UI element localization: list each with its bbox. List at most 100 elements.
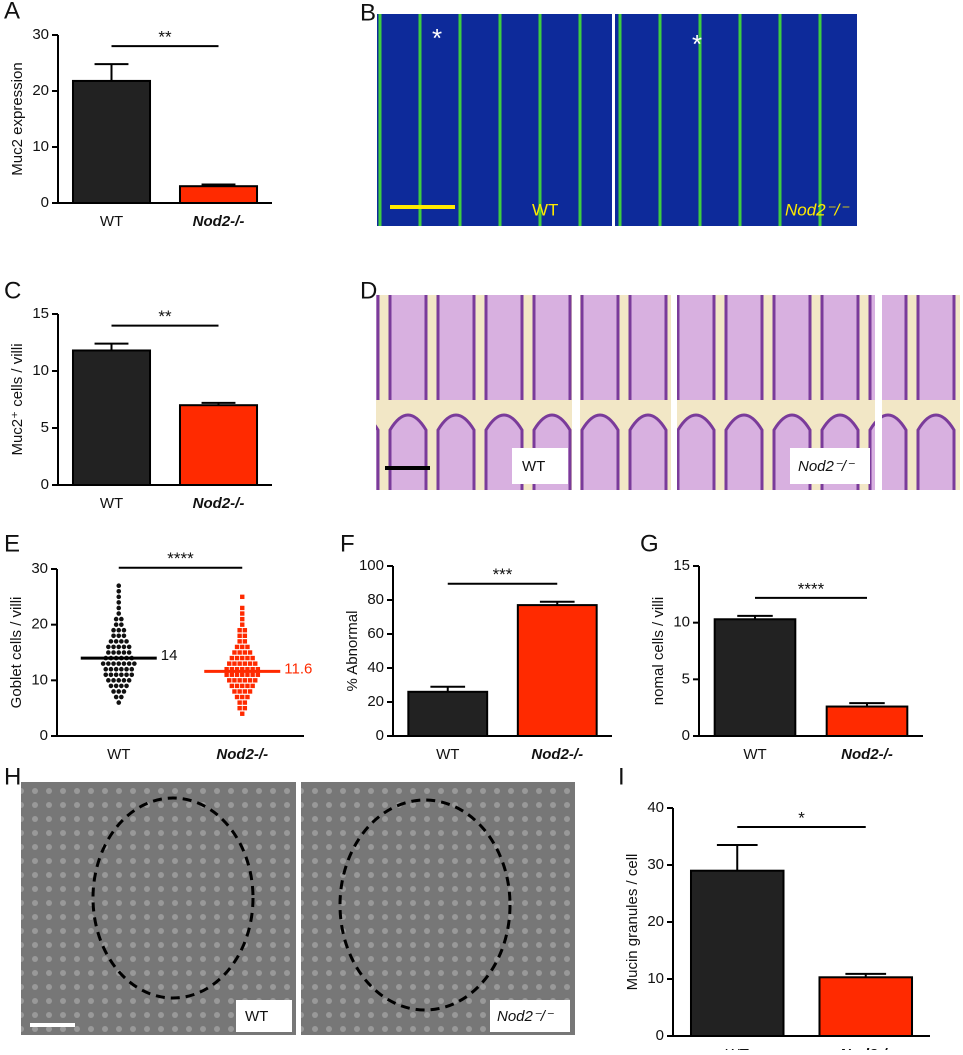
dot	[113, 622, 119, 627]
dot	[247, 661, 253, 666]
dot	[113, 683, 119, 689]
y-tick-label: 30	[647, 856, 664, 873]
mean-label: 11.6	[284, 660, 312, 677]
image-label: Nod2⁻/⁻	[785, 200, 850, 219]
dot	[116, 633, 122, 639]
dot	[116, 588, 122, 594]
dot	[240, 667, 245, 672]
y-tick-label: 0	[40, 727, 48, 744]
panel-label: F	[340, 530, 355, 557]
y-tick-label: 30	[31, 560, 48, 577]
dot	[237, 705, 242, 711]
dot	[245, 683, 250, 689]
x-tick-label: WT	[436, 746, 459, 763]
image-label: Nod2⁻/⁻	[798, 458, 855, 475]
y-axis-label: Muc2 expression	[9, 62, 26, 175]
dot	[108, 639, 114, 644]
panel-label: A	[4, 0, 20, 24]
dot	[240, 711, 245, 716]
marker: *	[692, 29, 702, 59]
dot	[111, 627, 116, 633]
y-tick-label: 40	[647, 799, 664, 816]
dot	[247, 689, 253, 694]
dot	[227, 661, 232, 666]
dot	[108, 683, 114, 689]
micrograph	[615, 14, 857, 226]
mean-label: 14	[161, 647, 178, 664]
dot	[224, 667, 229, 672]
dot	[232, 661, 237, 666]
y-tick-label: 10	[647, 970, 664, 987]
dot	[124, 639, 129, 644]
dot	[234, 644, 240, 650]
dot	[245, 672, 250, 677]
dot	[240, 644, 245, 650]
dot	[106, 650, 111, 655]
y-tick-label: 30	[32, 26, 49, 43]
em-image	[21, 782, 296, 1035]
y-tick-label: 20	[367, 693, 384, 710]
y-tick-label: 10	[32, 138, 49, 155]
dot	[119, 672, 124, 678]
dot	[250, 667, 255, 672]
y-tick-label: 5	[41, 419, 49, 436]
dot	[121, 633, 127, 639]
significance: **	[158, 307, 172, 326]
dot	[116, 611, 122, 616]
significance: ****	[167, 549, 194, 568]
dot	[240, 594, 245, 600]
dot	[126, 661, 132, 666]
dot	[121, 644, 127, 650]
dot	[240, 683, 245, 689]
dot	[124, 666, 129, 672]
dot	[113, 639, 119, 644]
dot	[116, 600, 122, 605]
dot	[121, 661, 127, 666]
dot	[234, 667, 240, 672]
dot	[121, 650, 127, 655]
bar	[825, 705, 909, 737]
dot	[224, 672, 229, 677]
x-tick-label: WT	[743, 746, 766, 763]
dot	[242, 678, 248, 683]
dot	[232, 689, 237, 694]
dot	[245, 644, 250, 650]
y-tick-label: 20	[647, 913, 664, 930]
dot	[124, 683, 129, 689]
dot	[242, 689, 248, 694]
dot	[240, 616, 245, 622]
dot	[108, 666, 114, 672]
dot	[116, 594, 122, 600]
dot	[232, 650, 237, 655]
dot	[245, 667, 250, 672]
dot	[242, 661, 248, 666]
y-axis-label: % Abnormal	[344, 611, 361, 692]
bar	[71, 79, 152, 204]
dot	[116, 605, 122, 611]
dot	[116, 678, 122, 683]
y-tick-label: 20	[31, 616, 48, 633]
significance: **	[158, 28, 172, 47]
dot	[124, 672, 129, 678]
dot	[245, 655, 250, 661]
dot	[247, 650, 253, 655]
bar	[713, 618, 797, 737]
marker: *	[432, 23, 442, 53]
dot	[103, 666, 109, 672]
dot	[113, 616, 119, 622]
histology	[580, 295, 671, 490]
dot	[129, 666, 135, 672]
x-tick-label: WT	[726, 1046, 749, 1050]
dot	[116, 661, 122, 666]
dot	[116, 627, 122, 633]
panel-label: I	[618, 763, 625, 790]
em-image	[301, 782, 575, 1035]
x-tick-label: Nod2-/-	[841, 746, 893, 763]
bar	[71, 349, 152, 487]
y-tick-label: 20	[32, 82, 49, 99]
x-tick-label: Nod2-/-	[840, 1046, 892, 1050]
dot	[245, 694, 250, 700]
dot	[113, 672, 119, 678]
dot	[240, 605, 245, 611]
y-tick-label: 100	[359, 557, 384, 574]
